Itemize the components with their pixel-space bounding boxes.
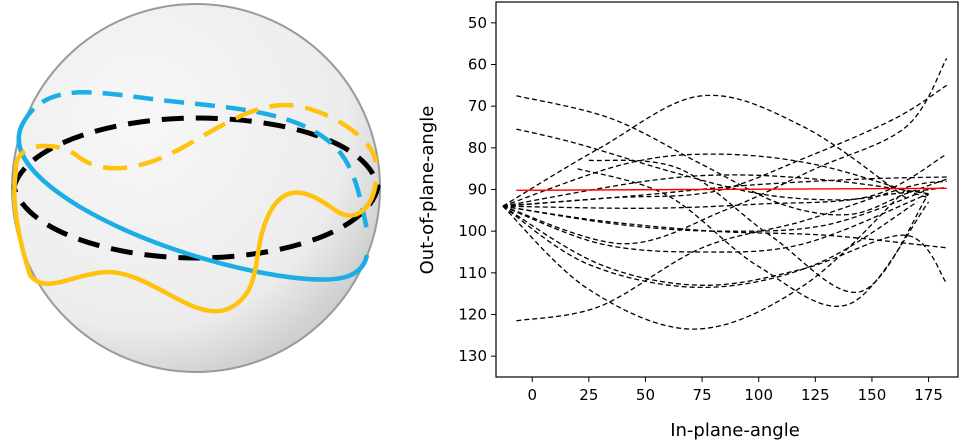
series-line-5 xyxy=(502,174,929,207)
yellow-curve-front xyxy=(12,171,379,314)
x-tick-label: 100 xyxy=(744,386,773,404)
sphere-outline xyxy=(11,3,381,373)
series-line-11 xyxy=(502,57,948,245)
sphere-curve-blue xyxy=(16,90,371,282)
y-axis-label: Out-of-plane-angle xyxy=(417,106,438,275)
sphere-illustration xyxy=(11,3,381,373)
series-layer xyxy=(502,57,948,330)
y-tick-label: 70 xyxy=(468,97,487,115)
y-tick-label: 60 xyxy=(468,56,487,74)
y-tick-label: 50 xyxy=(468,14,487,32)
series-line-18 xyxy=(588,159,930,293)
reference-line xyxy=(516,187,947,191)
x-tick-label: 50 xyxy=(636,386,655,404)
y-tick-label: 100 xyxy=(458,222,487,240)
series-line-10 xyxy=(516,180,947,322)
x-tick-label: 175 xyxy=(914,386,943,404)
series-line-13 xyxy=(502,153,948,209)
series-line-1 xyxy=(516,95,947,216)
blue-curve-back xyxy=(19,90,371,236)
x-tick-label: 125 xyxy=(801,386,830,404)
y-tick-label: 130 xyxy=(458,347,487,365)
series-line-16 xyxy=(502,205,948,286)
sphere-curve-black xyxy=(11,115,381,261)
series-line-8 xyxy=(502,201,918,289)
y-tick-label: 90 xyxy=(468,181,487,199)
x-tick-label: 0 xyxy=(527,386,537,404)
series-line-4 xyxy=(502,153,929,207)
x-ticks: 0 25 50 75 100 125 150 175 xyxy=(527,377,943,404)
y-ticks: 50 60 70 80 90 100 110 120 130 xyxy=(458,14,496,365)
x-axis-label: In-plane-angle xyxy=(670,420,800,441)
series-line-14 xyxy=(502,176,947,207)
blue-curve-front xyxy=(16,124,370,282)
y-tick-label: 120 xyxy=(458,306,487,324)
yellow-curve-back xyxy=(13,102,379,173)
series-line-2 xyxy=(516,128,947,201)
sphere-curve-yellow xyxy=(12,102,379,314)
x-tick-label: 25 xyxy=(579,386,598,404)
line-chart: 0 25 50 75 100 125 150 175 50 60 70 80 90 100 110 120 1… xyxy=(417,1,959,441)
y-tick-label: 110 xyxy=(458,264,487,282)
series-line-6 xyxy=(502,188,929,232)
y-tick-label: 80 xyxy=(468,139,487,157)
series-line-9 xyxy=(502,189,907,330)
x-tick-label: 150 xyxy=(858,386,887,404)
series-line-17 xyxy=(577,168,930,307)
x-tick-label: 75 xyxy=(693,386,712,404)
series-line-3 xyxy=(502,94,907,207)
